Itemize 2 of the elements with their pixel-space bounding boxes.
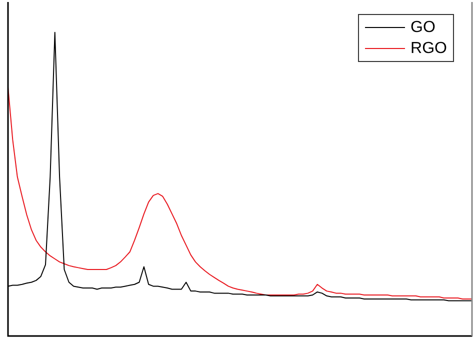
legend-label: RGO: [410, 39, 447, 59]
legend-label: GO: [410, 18, 436, 38]
